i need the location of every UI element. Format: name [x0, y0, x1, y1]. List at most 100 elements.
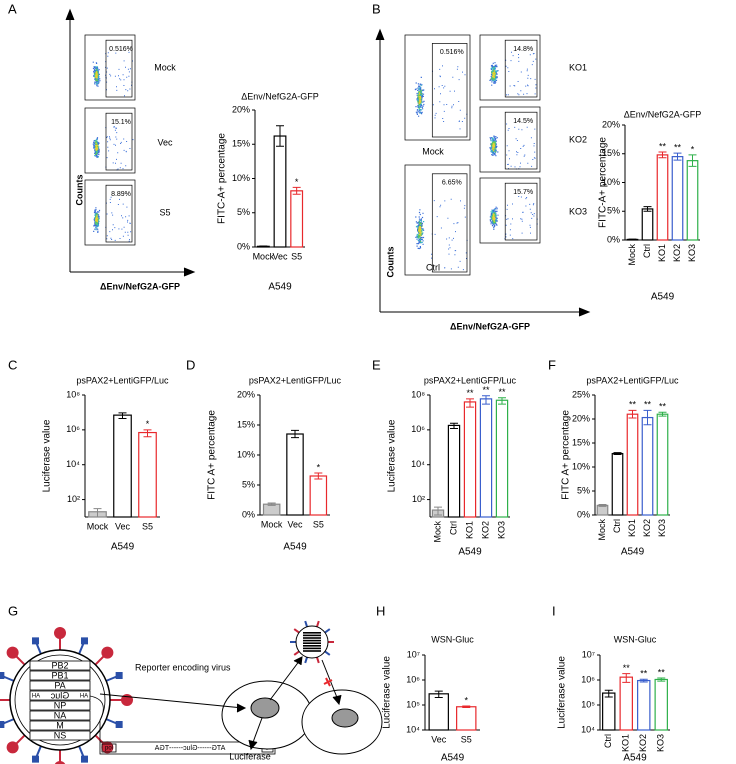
- virion-segment: [303, 634, 321, 637]
- error-bar: [434, 690, 443, 698]
- bar: [619, 676, 633, 731]
- y-tick-label: 5%: [577, 485, 590, 495]
- significance: *: [691, 144, 695, 154]
- flow-dots: [95, 214, 99, 223]
- y-tick-label: 10⁵: [581, 699, 595, 709]
- flow-gate-label: 14.5%: [513, 118, 533, 125]
- spike: [315, 620, 320, 628]
- significance: **: [640, 669, 648, 679]
- flow-plot-frame: [479, 177, 541, 244]
- significance: **: [623, 663, 631, 673]
- segment-label: M: [56, 720, 64, 730]
- bar: [456, 706, 477, 731]
- segment-label: NP: [54, 700, 67, 710]
- flow-plot-frame: [479, 106, 541, 173]
- flow-sample-label: KO2: [569, 134, 587, 144]
- significance: **: [629, 400, 637, 410]
- bar: [273, 135, 287, 248]
- flow-dots: [418, 92, 422, 104]
- flow-axes: [65, 8, 591, 317]
- error-bar: [450, 422, 458, 429]
- bar: [428, 693, 449, 731]
- y-tick-label: 15%: [572, 437, 590, 447]
- flow-dots: [492, 213, 496, 222]
- chart-title: ΔEnv/NefG2A-GFP: [241, 91, 319, 101]
- spike-head: [115, 672, 123, 680]
- error-bar: [276, 125, 284, 147]
- error-bar: [643, 206, 652, 212]
- flow-plot-frame: [84, 34, 136, 101]
- y-tick-label: 10⁶: [411, 424, 425, 434]
- error-bar: [482, 395, 490, 405]
- y-axis-label: FITC-A+ percentage: [217, 133, 228, 224]
- significance: *: [295, 177, 299, 187]
- x-tick-label: Mock: [627, 244, 637, 266]
- spike-head: [0, 720, 5, 728]
- significance: **: [498, 387, 506, 397]
- flow-plot-frame: [84, 107, 136, 174]
- spike: [304, 656, 309, 664]
- bar: [686, 160, 699, 241]
- x-tick-label: Mock: [597, 519, 607, 541]
- bar: [611, 452, 624, 516]
- y-axis-label: Luciferase value: [387, 419, 398, 492]
- panel-letter: G: [8, 603, 18, 618]
- error-bar: [118, 412, 127, 419]
- chart-title: psPAX2+LentiGFP/Luc: [424, 375, 517, 385]
- flow-gate: [504, 111, 538, 170]
- error-bar: [658, 411, 667, 417]
- y-axis-label: FITC A+ percentage: [561, 410, 572, 500]
- significance: *: [317, 462, 321, 472]
- y-tick-label: 10⁸: [411, 389, 425, 399]
- y-tick-label: 10%: [602, 177, 620, 187]
- reporter-label: Gluc: [50, 690, 69, 700]
- spike: [293, 650, 300, 656]
- x-axis-label: A549: [268, 282, 292, 293]
- virion-body: [295, 625, 329, 659]
- flow-y-label: Counts: [385, 247, 395, 278]
- x-tick-label: Vec: [115, 521, 131, 531]
- error-bar: [267, 502, 276, 506]
- flow-dots: [414, 65, 468, 130]
- virion-segment: [303, 642, 321, 644]
- x-tick-label: Vec: [287, 519, 303, 529]
- y-tick-label: 10⁷: [582, 649, 595, 659]
- virion-segment: [303, 650, 321, 652]
- flow-dots: [95, 142, 99, 151]
- error-bar: [673, 152, 682, 161]
- error-bar: [598, 503, 607, 507]
- spike-head: [115, 720, 123, 728]
- error-bar: [498, 397, 506, 405]
- flow-plot-frame: [84, 179, 136, 246]
- x-tick-label: KO2: [480, 521, 490, 539]
- y-tick-label: 10⁸: [66, 389, 80, 399]
- panel-letter: A: [8, 1, 17, 16]
- segment-label: NS: [54, 730, 67, 740]
- flow-gate: [431, 43, 468, 138]
- flow-gate: [431, 173, 468, 273]
- y-tick-label: 10⁶: [66, 424, 80, 434]
- bar: [479, 398, 493, 518]
- significance: **: [658, 667, 666, 677]
- y-tick-label: 10⁴: [406, 724, 420, 734]
- x-tick-label: Ctrl: [642, 244, 652, 258]
- flow-sample-label: S5: [159, 207, 170, 217]
- x-axis-label: A549: [111, 542, 135, 553]
- bar: [656, 413, 669, 516]
- flow-dots: [94, 71, 98, 79]
- x-axis-label: A549: [621, 547, 645, 558]
- y-tick-label: 10%: [232, 173, 250, 183]
- bar: [495, 399, 509, 518]
- bar: [671, 156, 684, 241]
- bar: [626, 413, 639, 516]
- bar: [654, 678, 668, 731]
- flow-gate-label: 8.89%: [111, 191, 131, 198]
- error-bar: [292, 186, 301, 195]
- panel-letter: H: [376, 603, 385, 618]
- y-tick-label: 0%: [237, 241, 250, 251]
- x-tick-label: KO1: [627, 519, 637, 537]
- significance: *: [146, 419, 150, 429]
- flow-dots: [417, 221, 423, 243]
- bar: [309, 475, 328, 516]
- spike: [315, 656, 320, 664]
